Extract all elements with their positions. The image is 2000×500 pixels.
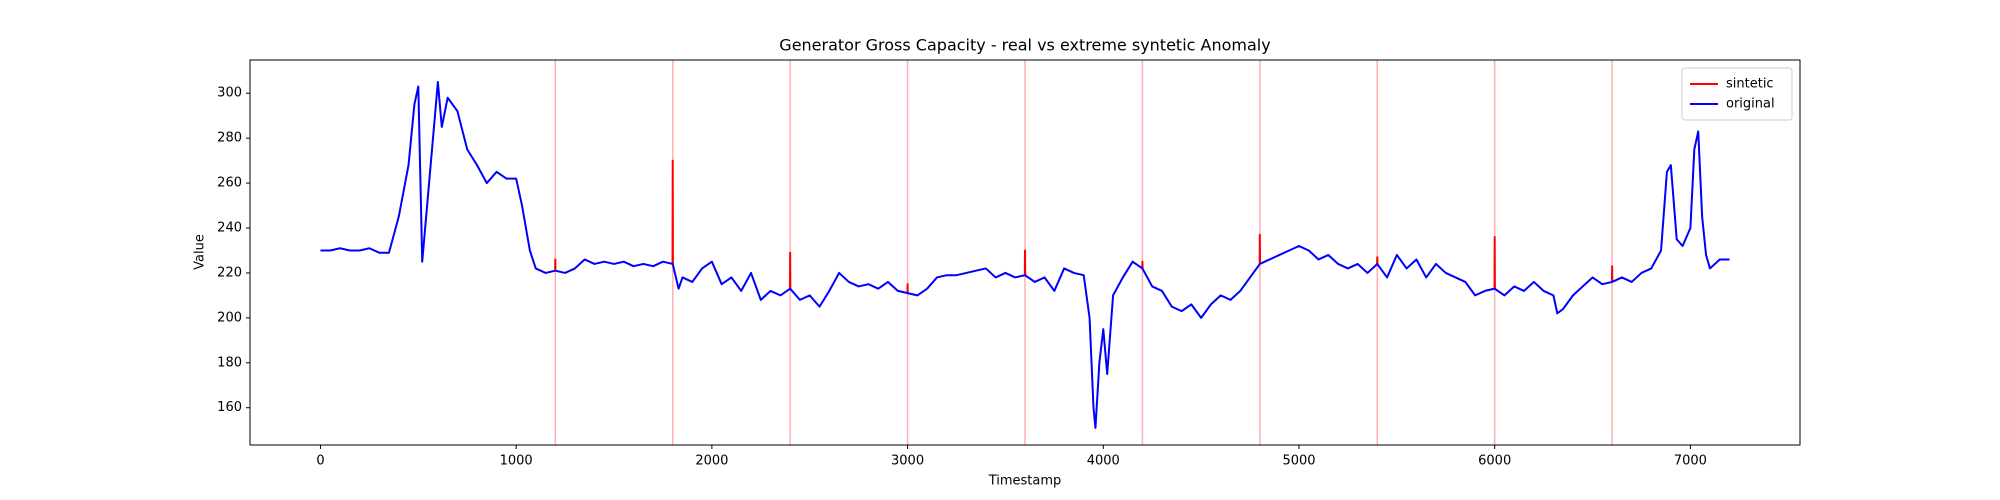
series-line [320,81,1730,429]
y-axis-label: Value [193,234,208,270]
y-tick-label: 200 [217,310,242,325]
x-tick-label: 3000 [891,454,924,469]
legend-box [1681,67,1793,121]
legend-label: original [1726,97,1775,112]
plot-area [320,60,1730,445]
x-tick-label: 6000 [1478,454,1511,469]
axes-frame [249,59,1801,446]
y-tick-label: 180 [217,355,242,370]
x-tick-label: 7000 [1674,454,1707,469]
legend-label: sintetic [1726,77,1774,92]
x-tick-label: 4000 [1087,454,1120,469]
y-tick-label: 280 [217,131,242,146]
x-tick-label: 5000 [1282,454,1315,469]
y-tick-label: 240 [217,221,242,236]
y-tick-label: 160 [217,400,242,415]
y-tick-label: 300 [217,86,242,101]
chart-title: Generator Gross Capacity - real vs extre… [779,36,1270,55]
y-tick-label: 220 [217,265,242,280]
x-tick-label: 2000 [695,454,728,469]
x-tick-label: 1000 [500,454,533,469]
y-tick-label: 260 [217,176,242,191]
series-line [554,159,1614,294]
x-axis-label: Timestamp [988,474,1062,489]
x-tick-label: 0 [316,454,324,469]
